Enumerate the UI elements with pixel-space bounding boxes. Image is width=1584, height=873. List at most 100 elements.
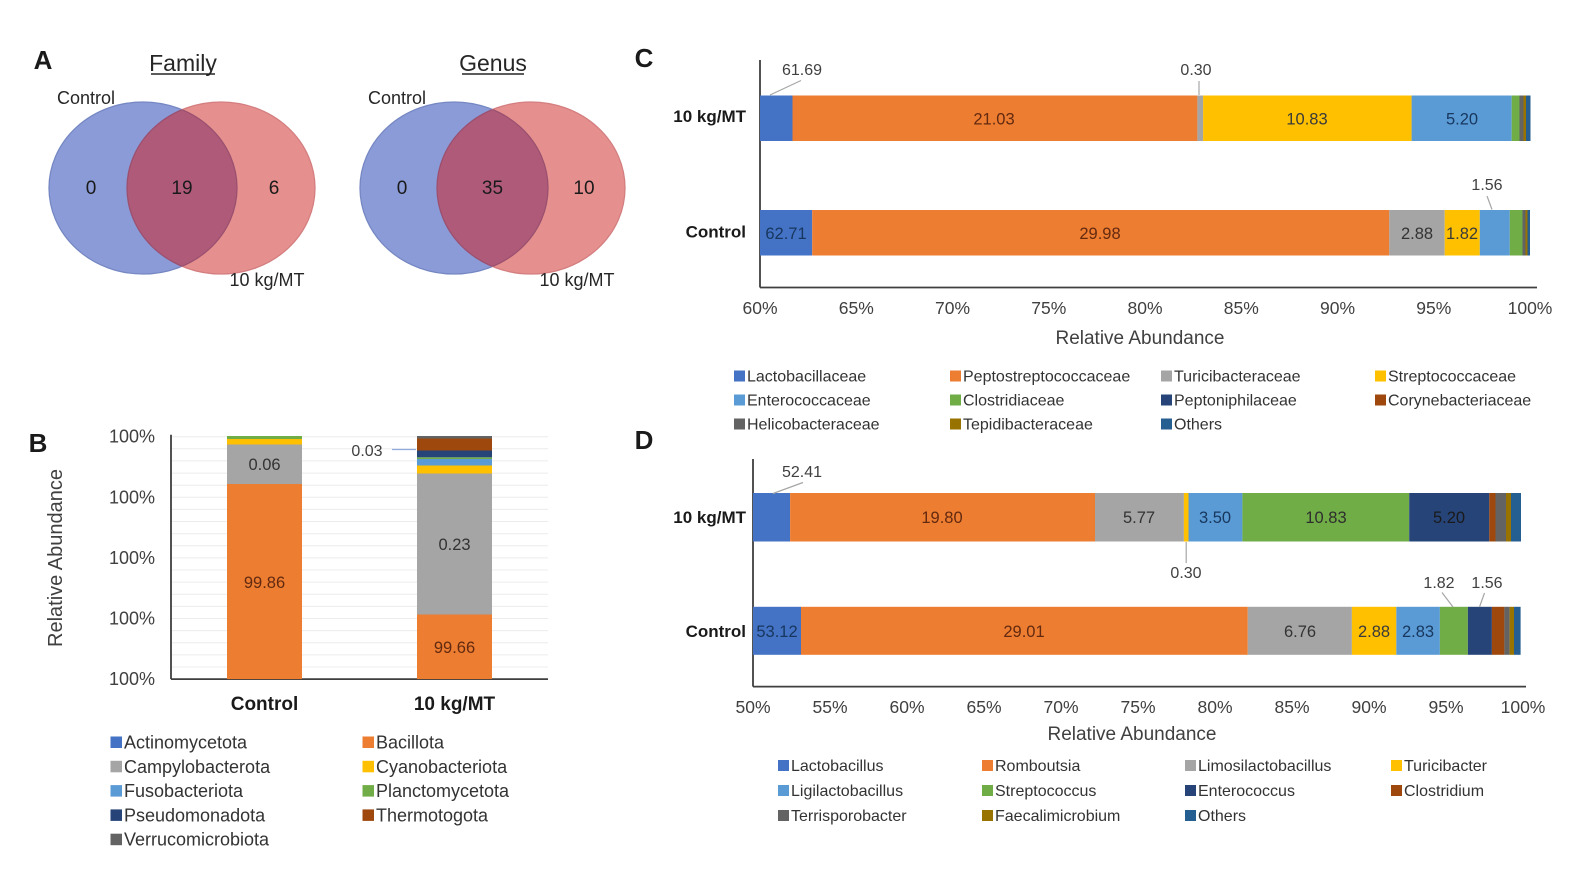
svg-text:53.12: 53.12 <box>756 623 797 641</box>
svg-text:C: C <box>635 43 654 73</box>
svg-text:Thermotogota: Thermotogota <box>376 805 489 825</box>
svg-text:0.30: 0.30 <box>1180 62 1211 79</box>
svg-text:60%: 60% <box>742 298 777 318</box>
svg-text:95%: 95% <box>1416 298 1451 318</box>
svg-text:85%: 85% <box>1224 298 1259 318</box>
svg-text:10.83: 10.83 <box>1286 111 1327 129</box>
svg-text:0.30: 0.30 <box>1170 565 1201 582</box>
svg-text:10 kg/MT: 10 kg/MT <box>414 694 496 715</box>
svg-text:Ligilactobacillus: Ligilactobacillus <box>791 783 903 800</box>
svg-text:55%: 55% <box>812 697 847 717</box>
svg-text:100%: 100% <box>1508 298 1553 318</box>
svg-text:Tepidibacteraceae: Tepidibacteraceae <box>963 417 1093 434</box>
svg-text:60%: 60% <box>889 697 924 717</box>
svg-text:3.50: 3.50 <box>1199 509 1231 527</box>
svg-text:Lactobacillaceae: Lactobacillaceae <box>747 369 866 386</box>
svg-text:80%: 80% <box>1197 697 1232 717</box>
svg-text:Family: Family <box>149 50 217 76</box>
svg-text:52.41: 52.41 <box>782 464 822 481</box>
svg-text:1.56: 1.56 <box>1471 575 1502 592</box>
svg-text:95%: 95% <box>1428 697 1463 717</box>
svg-text:75%: 75% <box>1031 298 1066 318</box>
svg-text:21.03: 21.03 <box>973 111 1014 129</box>
svg-text:10.83: 10.83 <box>1305 509 1346 527</box>
svg-text:Relative Abundance: Relative Abundance <box>1055 328 1224 349</box>
svg-text:D: D <box>635 425 654 455</box>
svg-text:Actinomycetota: Actinomycetota <box>124 733 248 753</box>
svg-text:6.76: 6.76 <box>1284 623 1316 641</box>
svg-text:2.88: 2.88 <box>1401 225 1433 243</box>
svg-text:50%: 50% <box>735 697 770 717</box>
svg-text:100%: 100% <box>1501 697 1546 717</box>
svg-text:90%: 90% <box>1351 697 1386 717</box>
svg-text:70%: 70% <box>1043 697 1078 717</box>
svg-text:Relative Abundance: Relative Abundance <box>45 469 67 647</box>
svg-text:99.86: 99.86 <box>244 574 285 592</box>
svg-text:Romboutsia: Romboutsia <box>995 758 1080 775</box>
svg-text:19: 19 <box>171 178 192 199</box>
svg-text:Turicibacteraceae: Turicibacteraceae <box>1174 369 1301 386</box>
svg-text:Enterococcus: Enterococcus <box>1198 783 1295 800</box>
svg-text:10 kg/MT: 10 kg/MT <box>673 107 746 126</box>
svg-text:Limosilactobacillus: Limosilactobacillus <box>1198 758 1331 775</box>
svg-text:100%: 100% <box>109 548 155 568</box>
svg-text:Verrucomicrobiota: Verrucomicrobiota <box>124 830 270 850</box>
svg-text:0.23: 0.23 <box>438 536 470 554</box>
svg-text:Control: Control <box>368 88 426 108</box>
svg-text:Enterococcaceae: Enterococcaceae <box>747 393 871 410</box>
svg-text:2.88: 2.88 <box>1358 623 1390 641</box>
svg-text:100%: 100% <box>109 427 155 447</box>
svg-text:Peptostreptococcaceae: Peptostreptococcaceae <box>963 369 1130 386</box>
svg-text:Clostridium: Clostridium <box>1404 783 1484 800</box>
svg-text:65%: 65% <box>966 697 1001 717</box>
svg-text:10: 10 <box>573 178 594 199</box>
svg-text:Relative Abundance: Relative Abundance <box>1047 724 1216 745</box>
svg-text:65%: 65% <box>839 298 874 318</box>
svg-text:Terrisporobacter: Terrisporobacter <box>791 808 907 825</box>
svg-text:5.77: 5.77 <box>1123 509 1155 527</box>
svg-text:80%: 80% <box>1127 298 1162 318</box>
svg-text:A: A <box>34 45 53 75</box>
svg-text:90%: 90% <box>1320 298 1355 318</box>
svg-text:99.66: 99.66 <box>434 639 475 657</box>
svg-text:Turicibacter: Turicibacter <box>1404 758 1488 775</box>
svg-text:Control: Control <box>57 88 115 108</box>
svg-text:6: 6 <box>269 178 280 199</box>
svg-text:100%: 100% <box>109 609 155 629</box>
svg-text:Streptococcus: Streptococcus <box>995 783 1096 800</box>
svg-text:Peptoniphilaceae: Peptoniphilaceae <box>1174 393 1297 410</box>
svg-text:Cyanobacteriota: Cyanobacteriota <box>376 757 508 777</box>
svg-text:100%: 100% <box>109 669 155 689</box>
svg-text:10 kg/MT: 10 kg/MT <box>229 270 304 290</box>
svg-text:70%: 70% <box>935 298 970 318</box>
svg-text:29.01: 29.01 <box>1003 623 1044 641</box>
svg-text:10 kg/MT: 10 kg/MT <box>539 270 614 290</box>
svg-text:35: 35 <box>482 178 503 199</box>
svg-text:Corynebacteriaceae: Corynebacteriaceae <box>1388 393 1531 410</box>
svg-text:Planctomycetota: Planctomycetota <box>376 781 510 801</box>
svg-text:1.82: 1.82 <box>1423 575 1454 592</box>
svg-text:1.56: 1.56 <box>1471 177 1502 194</box>
svg-text:Bacillota: Bacillota <box>376 733 445 753</box>
svg-text:Others: Others <box>1198 808 1246 825</box>
svg-text:Genus: Genus <box>459 50 527 76</box>
svg-text:5.20: 5.20 <box>1433 509 1465 527</box>
svg-text:85%: 85% <box>1274 697 1309 717</box>
svg-text:Clostridiaceae: Clostridiaceae <box>963 393 1064 410</box>
svg-text:100%: 100% <box>109 487 155 507</box>
svg-text:Helicobacteraceae: Helicobacteraceae <box>747 417 880 434</box>
svg-text:5.20: 5.20 <box>1446 111 1478 129</box>
svg-text:0.03: 0.03 <box>351 443 382 460</box>
svg-text:Fusobacteriota: Fusobacteriota <box>124 781 244 801</box>
svg-text:61.69: 61.69 <box>782 62 822 79</box>
svg-text:75%: 75% <box>1120 697 1155 717</box>
svg-text:0: 0 <box>397 178 408 199</box>
svg-text:1.82: 1.82 <box>1446 225 1478 243</box>
svg-text:19.80: 19.80 <box>921 509 962 527</box>
svg-text:Campylobacterota: Campylobacterota <box>124 757 271 777</box>
svg-text:Streptococcaceae: Streptococcaceae <box>1388 369 1516 386</box>
svg-text:0: 0 <box>86 178 97 199</box>
svg-text:Control: Control <box>686 223 746 242</box>
svg-text:0.06: 0.06 <box>248 456 280 474</box>
svg-text:Control: Control <box>231 694 299 715</box>
